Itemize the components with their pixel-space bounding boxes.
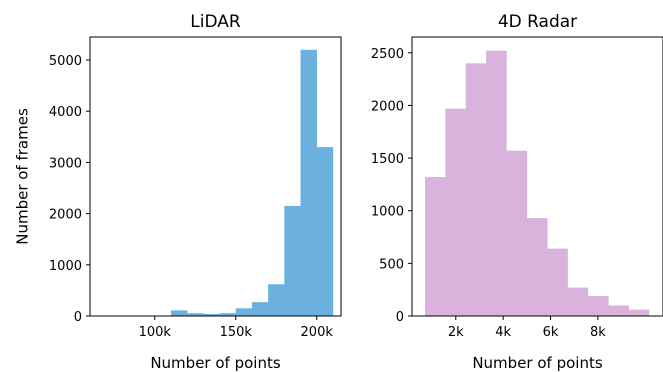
- lidar-bar: [219, 313, 237, 316]
- radar-bar: [547, 248, 568, 316]
- lidar-x-ticks: 100k 150k 200k: [139, 316, 334, 340]
- radar-x-ticks: 2k 4k 6k 8k: [448, 316, 606, 340]
- lidar-x-axis-label: Number of points: [150, 354, 281, 372]
- lidar-bar: [300, 49, 318, 317]
- lidar-y-tick-label: 0: [74, 310, 82, 325]
- radar-bar: [425, 177, 446, 316]
- lidar-y-tick-label: 2000: [49, 208, 82, 223]
- radar-y-tick-label: 0: [396, 310, 404, 325]
- radar-x-tick-label: 4k: [495, 325, 511, 340]
- radar-bars: [425, 50, 650, 316]
- radar-bar: [608, 305, 629, 316]
- radar-y-tick-label: 2000: [371, 99, 404, 114]
- lidar-bar: [284, 205, 301, 316]
- radar-bar: [486, 50, 507, 316]
- radar-plot-frame: [411, 36, 663, 317]
- lidar-bar: [203, 313, 220, 316]
- radar-bar: [465, 63, 487, 316]
- lidar-y-tick-label: 4000: [49, 105, 82, 120]
- radar-x-axis-label: Number of points: [472, 354, 603, 372]
- radar-y-tick-label: 1000: [371, 205, 404, 220]
- radar-bar: [506, 150, 528, 316]
- radar-bar: [526, 218, 548, 316]
- radar-y-tick-label: 2500: [371, 47, 404, 62]
- lidar-y-axis-label: Number of frames: [13, 108, 31, 245]
- lidar-x-tick-label: 150k: [220, 325, 253, 340]
- radar-bar: [567, 287, 589, 316]
- lidar-bars: [170, 49, 334, 317]
- radar-bar: [628, 309, 650, 316]
- lidar-bar: [235, 308, 253, 316]
- lidar-bar: [251, 302, 269, 316]
- radar-histogram-panel: 2k 4k 6k 8k 0 500 1000 1500 2000 2500 4D Radar N…: [371, 12, 663, 372]
- radar-y-tick-label: 500: [379, 257, 404, 272]
- radar-chart-title: 4D Radar: [498, 12, 577, 32]
- lidar-y-tick-label: 3000: [49, 156, 82, 171]
- lidar-bar: [170, 310, 188, 316]
- lidar-y-tick-label: 5000: [49, 54, 82, 69]
- radar-x-tick-label: 6k: [543, 325, 559, 340]
- lidar-bar: [187, 313, 204, 316]
- lidar-chart-title: LiDAR: [190, 12, 241, 32]
- lidar-x-tick-label: 200k: [301, 325, 334, 340]
- lidar-bar: [316, 147, 334, 316]
- radar-y-ticks: 0 500 1000 1500 2000 2500: [371, 47, 412, 325]
- radar-y-tick-label: 1500: [371, 152, 404, 167]
- radar-bar: [587, 295, 609, 316]
- radar-x-tick-label: 8k: [590, 325, 606, 340]
- radar-bar: [445, 108, 467, 316]
- lidar-y-tick-label: 1000: [49, 259, 82, 274]
- lidar-bar: [268, 284, 285, 316]
- lidar-y-ticks: 0 1000 2000 3000 4000 5000: [49, 54, 90, 325]
- lidar-histogram-panel: 100k 150k 200k 0 1000 2000 3000 4000 5000 LiDAR…: [13, 12, 342, 372]
- radar-x-tick-label: 2k: [448, 325, 464, 340]
- lidar-plot-frame: [89, 36, 342, 317]
- lidar-x-tick-label: 100k: [139, 325, 172, 340]
